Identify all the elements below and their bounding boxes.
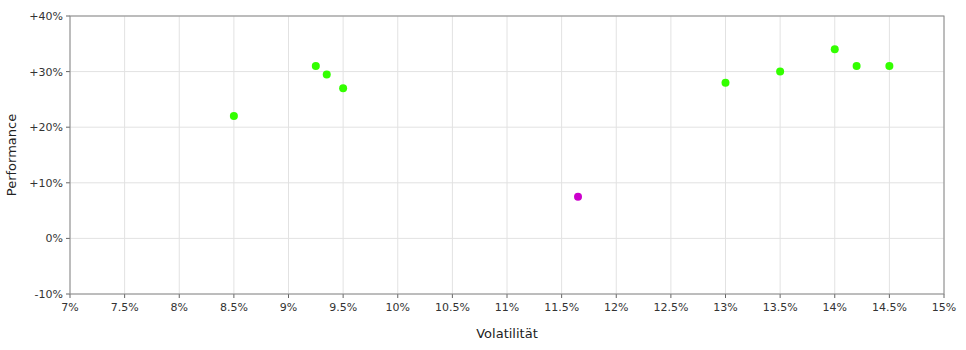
tick-label-x: 14.5% [872, 301, 907, 314]
grid-line-x [561, 16, 562, 294]
grid-line-x [179, 16, 180, 294]
tick-label-y: 0% [46, 232, 63, 245]
tick-label-x: 13.5% [763, 301, 798, 314]
tick-x [725, 294, 726, 298]
tick-x [616, 294, 617, 298]
tick-x [670, 294, 671, 298]
tick-label-x: 14% [823, 301, 847, 314]
tick-label-y: -10% [35, 288, 63, 301]
grid-line-x [343, 16, 344, 294]
point [722, 79, 730, 87]
tick-x [944, 294, 945, 298]
plot-area [70, 16, 944, 294]
tick-label-x: 12% [604, 301, 628, 314]
point [339, 84, 347, 92]
tick-x [397, 294, 398, 298]
tick-label-x: 12.5% [653, 301, 688, 314]
grid-line-x [233, 16, 234, 294]
point [574, 193, 582, 201]
tick-label-x: 11% [495, 301, 519, 314]
x-axis-label: Volatilität [476, 326, 538, 341]
point [776, 68, 784, 76]
grid-line-x [725, 16, 726, 294]
tick-y [66, 294, 70, 295]
grid-line-y [70, 238, 944, 239]
tick-label-x: 10% [386, 301, 410, 314]
tick-label-x: 7% [61, 301, 78, 314]
tick-x [452, 294, 453, 298]
grid-line-y [70, 71, 944, 72]
series [574, 193, 582, 201]
tick-x [179, 294, 180, 298]
tick-label-x: 10.5% [435, 301, 470, 314]
tick-x [561, 294, 562, 298]
tick-label-y: +20% [29, 121, 63, 134]
tick-x [507, 294, 508, 298]
series [230, 45, 894, 120]
point [230, 112, 238, 120]
tick-label-x: 9% [280, 301, 297, 314]
grid [70, 16, 944, 294]
grid-line-x [288, 16, 289, 294]
grid-line-x [124, 16, 125, 294]
grid-line-x [452, 16, 453, 294]
tick-x [233, 294, 234, 298]
grid-line-x [616, 16, 617, 294]
tick-label-y: +30% [29, 66, 63, 79]
y-axis-label: Performance [4, 114, 19, 196]
points [230, 45, 894, 200]
tick-x [343, 294, 344, 298]
point [885, 62, 893, 70]
axes: 7% 7.5% 8% 8.5% 9% 9.5% 10% 10.5% 11% 11.5% 12% 12.… [29, 10, 956, 314]
tick-x [780, 294, 781, 298]
tick-x [288, 294, 289, 298]
tick-label-x: 7.5% [111, 301, 139, 314]
tick-label-x: 15% [932, 301, 956, 314]
plot-frame [70, 16, 944, 294]
grid-line-x [834, 16, 835, 294]
tick-x [889, 294, 890, 298]
tick-label-x: 13% [713, 301, 737, 314]
tick-y [66, 238, 70, 239]
tick-label-x: 11.5% [544, 301, 579, 314]
grid-line-y [70, 127, 944, 128]
tick-x [70, 294, 71, 298]
tick-label-x: 8% [171, 301, 188, 314]
tick-y [66, 182, 70, 183]
point [312, 62, 320, 70]
grid-line-x [397, 16, 398, 294]
tick-x [834, 294, 835, 298]
tick-label-y: +10% [29, 177, 63, 190]
tick-y [66, 127, 70, 128]
grid-line-x [507, 16, 508, 294]
point [831, 45, 839, 53]
grid-line-y [70, 182, 944, 183]
point [853, 62, 861, 70]
point [323, 70, 331, 78]
tick-x [124, 294, 125, 298]
grid-line-x [780, 16, 781, 294]
tick-label-y: +40% [29, 10, 63, 23]
grid-line-x [670, 16, 671, 294]
tick-y [66, 71, 70, 72]
chart: 7% 7.5% 8% 8.5% 9% 9.5% 10% 10.5% 11% 11.5% 12% 12.… [0, 0, 966, 350]
tick-label-x: 8.5% [220, 301, 248, 314]
tick-y [66, 16, 70, 17]
tick-label-x: 9.5% [329, 301, 357, 314]
grid-line-x [889, 16, 890, 294]
